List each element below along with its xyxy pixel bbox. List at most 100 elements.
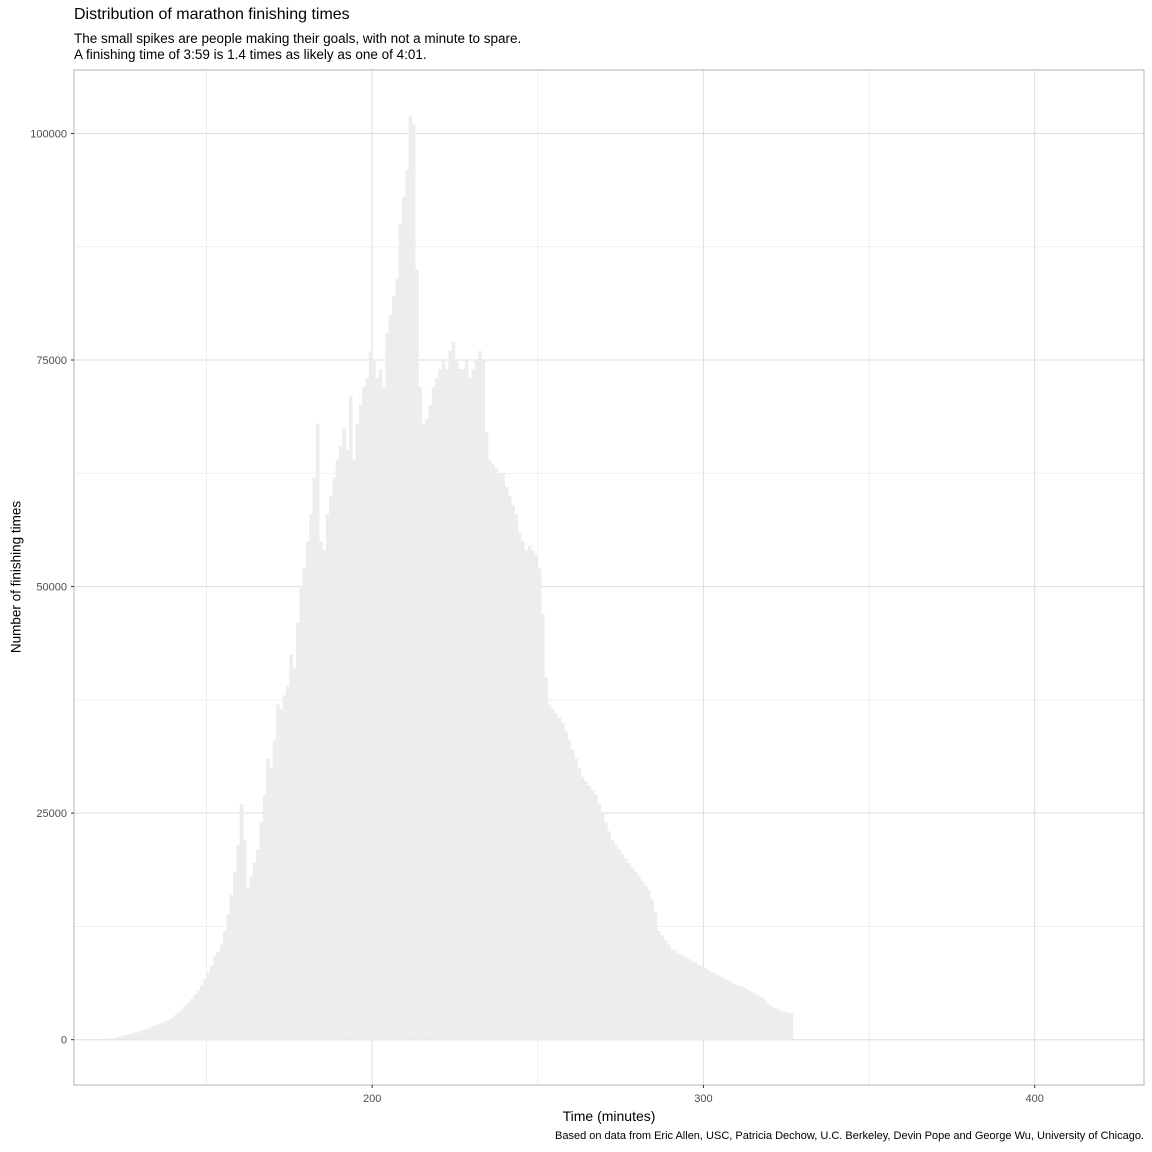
histogram-bar <box>663 940 668 1040</box>
histogram-bar <box>551 708 555 1040</box>
histogram-bar <box>107 1038 111 1040</box>
histogram-bar <box>226 914 230 1040</box>
histogram-bar <box>587 785 592 1040</box>
histogram-bar <box>776 1008 780 1040</box>
histogram-bar <box>560 722 565 1040</box>
histogram-bar <box>401 196 406 1040</box>
histogram-bar <box>156 1024 161 1040</box>
histogram-bar <box>345 450 350 1040</box>
x-tick-label: 300 <box>694 1093 712 1105</box>
histogram-bar <box>233 872 237 1040</box>
histogram-bar <box>782 1011 787 1040</box>
histogram-bar <box>680 955 684 1040</box>
histogram-bar <box>249 876 254 1040</box>
histogram-bar <box>789 1013 794 1040</box>
histogram-bar <box>282 695 287 1040</box>
y-tick-label: 0 <box>61 1035 67 1047</box>
histogram-bar <box>342 427 346 1040</box>
subtitle-line-2: A finishing time of 3:59 is 1.4 times as… <box>74 47 427 62</box>
histogram-bar <box>464 360 469 1040</box>
histogram-bar <box>531 550 535 1040</box>
histogram-bar <box>524 550 529 1040</box>
histogram-bar <box>673 950 678 1040</box>
histogram-bar <box>259 822 264 1040</box>
histogram-bar <box>117 1036 121 1040</box>
histogram-bar <box>408 115 413 1040</box>
histogram-bar <box>272 740 277 1040</box>
histogram-bar <box>454 360 459 1040</box>
histogram-bar <box>276 704 280 1040</box>
histogram-bar <box>325 514 330 1040</box>
histogram-bar <box>494 468 499 1040</box>
histogram-bar <box>242 840 247 1040</box>
histogram-bar <box>534 554 539 1040</box>
histogram-bar <box>600 813 605 1040</box>
histogram-bar <box>772 1007 777 1040</box>
histogram-bar <box>547 704 552 1040</box>
histogram-bar <box>239 804 244 1040</box>
histogram-bar <box>521 541 525 1040</box>
histogram-bar <box>597 804 602 1040</box>
histogram-bar <box>421 423 426 1040</box>
histogram-bar <box>630 867 635 1040</box>
histogram-bar <box>229 894 234 1040</box>
histogram-bar <box>733 984 737 1040</box>
histogram-bar <box>236 844 240 1040</box>
histogram-bar <box>498 473 502 1040</box>
histogram-bar <box>319 541 323 1040</box>
histogram-bar <box>183 1006 187 1040</box>
histogram-bar <box>362 387 366 1040</box>
histogram-bar <box>719 977 724 1040</box>
histogram-bar <box>133 1032 138 1040</box>
histogram-bar <box>189 998 194 1040</box>
histogram-bar <box>143 1029 148 1040</box>
histogram-bar <box>110 1038 115 1040</box>
histogram-bar <box>216 951 221 1040</box>
histogram-bar <box>514 514 519 1040</box>
histogram-bar <box>607 831 611 1040</box>
histogram-bar <box>425 418 429 1040</box>
histogram-bar <box>335 459 340 1040</box>
histogram-bar <box>686 959 691 1040</box>
histogram-bar <box>405 169 409 1040</box>
histogram-bar <box>670 949 674 1040</box>
histogram-bar <box>332 477 337 1040</box>
histogram-bar <box>445 369 449 1040</box>
histogram-bar <box>180 1009 184 1040</box>
histogram-bar <box>415 269 419 1040</box>
histogram-bar <box>163 1021 168 1040</box>
histogram-bar <box>136 1031 141 1040</box>
histogram-bar <box>693 962 698 1040</box>
histogram-bar <box>368 350 373 1040</box>
histogram-bar <box>623 858 628 1040</box>
histogram-bar <box>753 993 757 1040</box>
histogram-bar <box>657 930 661 1040</box>
histogram-bar <box>438 369 443 1040</box>
histogram-bar <box>339 446 343 1040</box>
histogram-bar <box>769 1006 774 1040</box>
histogram-bar <box>219 944 224 1040</box>
histogram-bar <box>567 740 572 1040</box>
histogram-bar <box>173 1015 177 1040</box>
histogram-bar <box>435 378 439 1040</box>
histogram-bar <box>716 975 721 1040</box>
y-axis-ticks: 0 25000 50000 75000 100000 <box>30 128 74 1047</box>
histogram-bar <box>358 405 363 1040</box>
histogram-bar <box>640 881 645 1040</box>
histogram-bar <box>676 953 681 1040</box>
histogram-bar <box>166 1019 171 1040</box>
histogram-bar <box>746 989 751 1040</box>
histogram-bar <box>633 872 638 1040</box>
histogram-bar <box>382 387 386 1040</box>
histogram-bar <box>643 885 648 1040</box>
histogram-bar <box>729 982 734 1040</box>
histogram-bar <box>213 956 217 1040</box>
histogram-bar <box>286 686 290 1040</box>
histogram-bar <box>696 964 701 1040</box>
histogram-bar <box>196 989 201 1040</box>
histogram-bar <box>703 968 708 1040</box>
histogram-bar <box>756 995 761 1040</box>
histogram-bar <box>140 1030 144 1040</box>
histogram-bar <box>527 545 532 1040</box>
histogram-bar <box>365 378 370 1040</box>
